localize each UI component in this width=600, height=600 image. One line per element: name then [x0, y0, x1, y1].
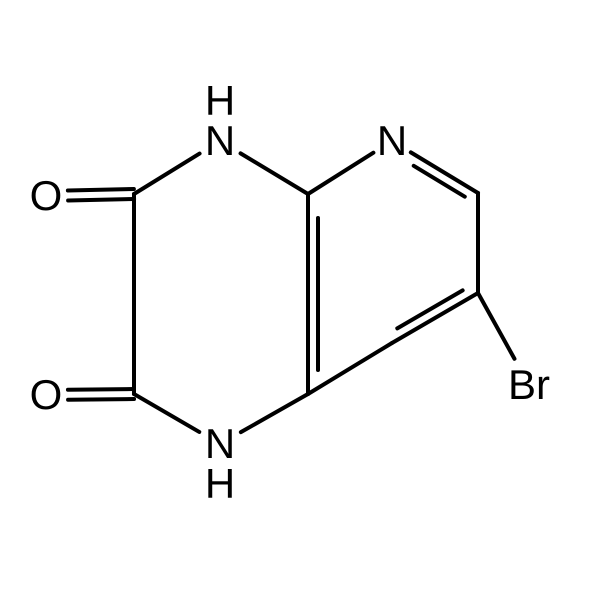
atom-label-n_top-h: H [205, 80, 235, 122]
atom-label-o1: O [30, 175, 63, 217]
molecule-diagram: OONHNHNBr [0, 0, 600, 600]
atom-label-br: Br [508, 364, 550, 406]
atom-label-o2: O [30, 374, 63, 416]
molecule-bonds [0, 0, 600, 600]
atom-label-n_bottom-h: H [205, 463, 235, 505]
atom-label-n_ring: N [377, 120, 407, 162]
atom-label-n_top: N [205, 120, 235, 162]
atom-label-n_bottom: N [205, 423, 235, 465]
